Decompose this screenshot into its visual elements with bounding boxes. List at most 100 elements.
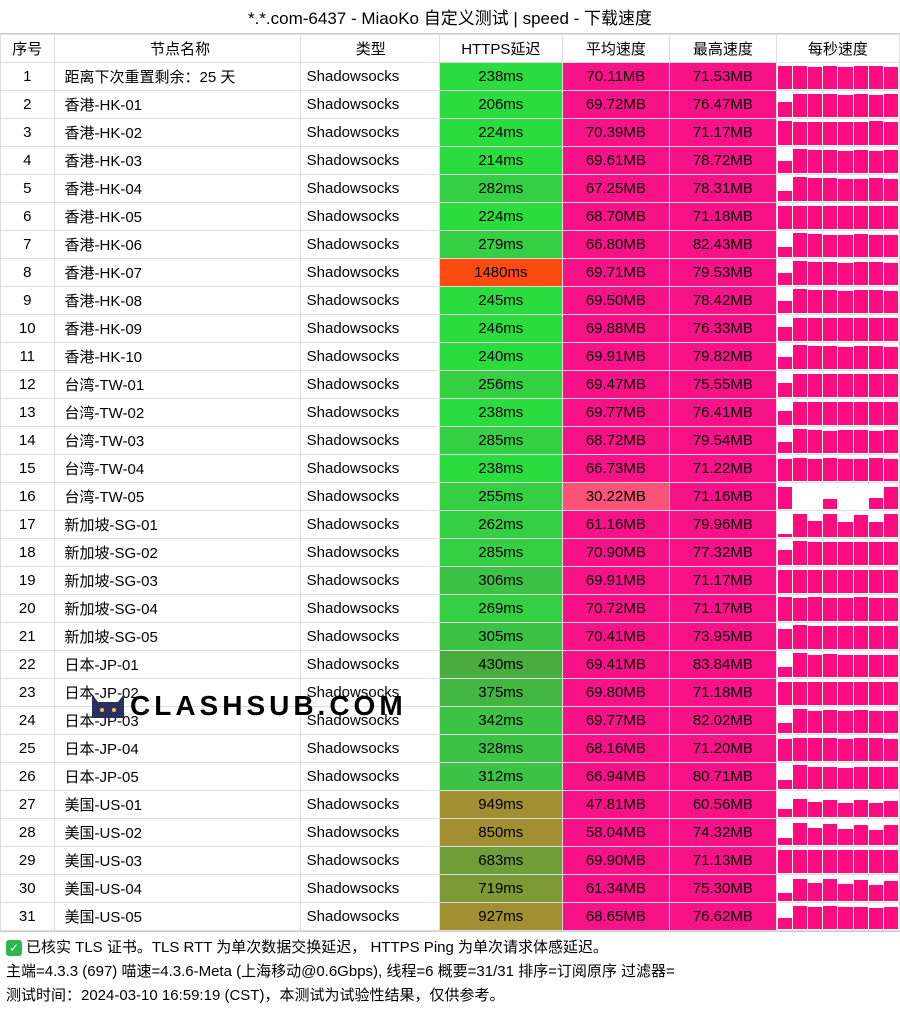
- table-row: 25日本-JP-04Shadowsocks328ms68.16MB71.20MB: [1, 735, 900, 763]
- cell-idx: 15: [1, 455, 55, 483]
- cell-name: 香港-HK-05: [54, 203, 300, 231]
- cell-max: 71.18MB: [669, 203, 776, 231]
- cell-max: 82.43MB: [669, 231, 776, 259]
- cell-latency: 256ms: [439, 371, 562, 399]
- table-row: 18新加坡-SG-02Shadowsocks285ms70.90MB77.32M…: [1, 539, 900, 567]
- cell-name: 日本-JP-05: [54, 763, 300, 791]
- cell-latency: 927ms: [439, 903, 562, 931]
- cell-latency: 214ms: [439, 147, 562, 175]
- cell-type: Shadowsocks: [300, 343, 439, 371]
- cell-avg: 70.39MB: [562, 119, 669, 147]
- cell-max: 60.56MB: [669, 791, 776, 819]
- cell-avg: 61.34MB: [562, 875, 669, 903]
- cell-type: Shadowsocks: [300, 287, 439, 315]
- cell-avg: 68.70MB: [562, 203, 669, 231]
- cell-name: 香港-HK-10: [54, 343, 300, 371]
- cell-avg: 68.65MB: [562, 903, 669, 931]
- cell-spark: [776, 259, 899, 287]
- cell-name: 台湾-TW-04: [54, 455, 300, 483]
- table-row: 4香港-HK-03Shadowsocks214ms69.61MB78.72MB: [1, 147, 900, 175]
- cell-max: 83.84MB: [669, 651, 776, 679]
- cell-name: 日本-JP-03: [54, 707, 300, 735]
- cell-latency: 285ms: [439, 427, 562, 455]
- cell-max: 71.17MB: [669, 595, 776, 623]
- cell-spark: [776, 63, 899, 91]
- cell-idx: 8: [1, 259, 55, 287]
- cell-spark: [776, 595, 899, 623]
- cell-max: 75.55MB: [669, 371, 776, 399]
- cell-name: 美国-US-05: [54, 903, 300, 931]
- cell-spark: [776, 903, 899, 931]
- cell-idx: 5: [1, 175, 55, 203]
- cell-spark: [776, 287, 899, 315]
- table-row: 14台湾-TW-03Shadowsocks285ms68.72MB79.54MB: [1, 427, 900, 455]
- cell-spark: [776, 315, 899, 343]
- cell-avg: 30.22MB: [562, 483, 669, 511]
- table-row: 2香港-HK-01Shadowsocks206ms69.72MB76.47MB: [1, 91, 900, 119]
- footer-line1: ✓已核实 TLS 证书。TLS RTT 为单次数据交换延迟， HTTPS Pin…: [6, 936, 894, 960]
- cell-avg: 68.16MB: [562, 735, 669, 763]
- cell-type: Shadowsocks: [300, 651, 439, 679]
- cell-latency: 246ms: [439, 315, 562, 343]
- cell-type: Shadowsocks: [300, 455, 439, 483]
- cell-spark: [776, 847, 899, 875]
- cell-idx: 9: [1, 287, 55, 315]
- cell-type: Shadowsocks: [300, 707, 439, 735]
- cell-latency: 1480ms: [439, 259, 562, 287]
- cell-latency: 238ms: [439, 63, 562, 91]
- footer-line2: 主端=4.3.3 (697) 喵速=4.3.6-Meta (上海移动@0.6Gb…: [6, 960, 894, 984]
- cell-name: 台湾-TW-03: [54, 427, 300, 455]
- table-row: 22日本-JP-01Shadowsocks430ms69.41MB83.84MB: [1, 651, 900, 679]
- cell-spark: [776, 175, 899, 203]
- cell-idx: 31: [1, 903, 55, 931]
- table-row: 9香港-HK-08Shadowsocks245ms69.50MB78.42MB: [1, 287, 900, 315]
- cell-avg: 66.80MB: [562, 231, 669, 259]
- cell-spark: [776, 651, 899, 679]
- cell-idx: 3: [1, 119, 55, 147]
- cell-idx: 12: [1, 371, 55, 399]
- cell-avg: 47.81MB: [562, 791, 669, 819]
- cell-latency: 279ms: [439, 231, 562, 259]
- header-name: 节点名称: [54, 35, 300, 63]
- cell-spark: [776, 875, 899, 903]
- cell-latency: 306ms: [439, 567, 562, 595]
- table-row: 30美国-US-04Shadowsocks719ms61.34MB75.30MB: [1, 875, 900, 903]
- cell-type: Shadowsocks: [300, 175, 439, 203]
- cell-name: 日本-JP-01: [54, 651, 300, 679]
- table-row: 13台湾-TW-02Shadowsocks238ms69.77MB76.41MB: [1, 399, 900, 427]
- cell-avg: 66.94MB: [562, 763, 669, 791]
- cell-spark: [776, 483, 899, 511]
- cell-spark: [776, 791, 899, 819]
- cell-avg: 69.91MB: [562, 567, 669, 595]
- footer: ✓已核实 TLS 证书。TLS RTT 为单次数据交换延迟， HTTPS Pin…: [0, 931, 900, 1012]
- cell-avg: 69.41MB: [562, 651, 669, 679]
- cell-name: 美国-US-02: [54, 819, 300, 847]
- header-max: 最高速度: [669, 35, 776, 63]
- cell-max: 78.42MB: [669, 287, 776, 315]
- cell-max: 74.32MB: [669, 819, 776, 847]
- table-row: 26日本-JP-05Shadowsocks312ms66.94MB80.71MB: [1, 763, 900, 791]
- cell-max: 71.22MB: [669, 455, 776, 483]
- cell-max: 79.54MB: [669, 427, 776, 455]
- cell-type: Shadowsocks: [300, 511, 439, 539]
- cell-type: Shadowsocks: [300, 791, 439, 819]
- cell-avg: 61.16MB: [562, 511, 669, 539]
- cell-type: Shadowsocks: [300, 371, 439, 399]
- cell-avg: 69.90MB: [562, 847, 669, 875]
- cell-name: 香港-HK-08: [54, 287, 300, 315]
- cell-max: 71.20MB: [669, 735, 776, 763]
- table-row: 3香港-HK-02Shadowsocks224ms70.39MB71.17MB: [1, 119, 900, 147]
- cell-type: Shadowsocks: [300, 483, 439, 511]
- cell-latency: 375ms: [439, 679, 562, 707]
- cell-type: Shadowsocks: [300, 567, 439, 595]
- cell-max: 73.95MB: [669, 623, 776, 651]
- cell-latency: 282ms: [439, 175, 562, 203]
- header-idx: 序号: [1, 35, 55, 63]
- cell-name: 香港-HK-07: [54, 259, 300, 287]
- cell-type: Shadowsocks: [300, 847, 439, 875]
- cell-type: Shadowsocks: [300, 259, 439, 287]
- cell-avg: 69.77MB: [562, 707, 669, 735]
- cell-type: Shadowsocks: [300, 147, 439, 175]
- table-row: 15台湾-TW-04Shadowsocks238ms66.73MB71.22MB: [1, 455, 900, 483]
- cell-avg: 69.61MB: [562, 147, 669, 175]
